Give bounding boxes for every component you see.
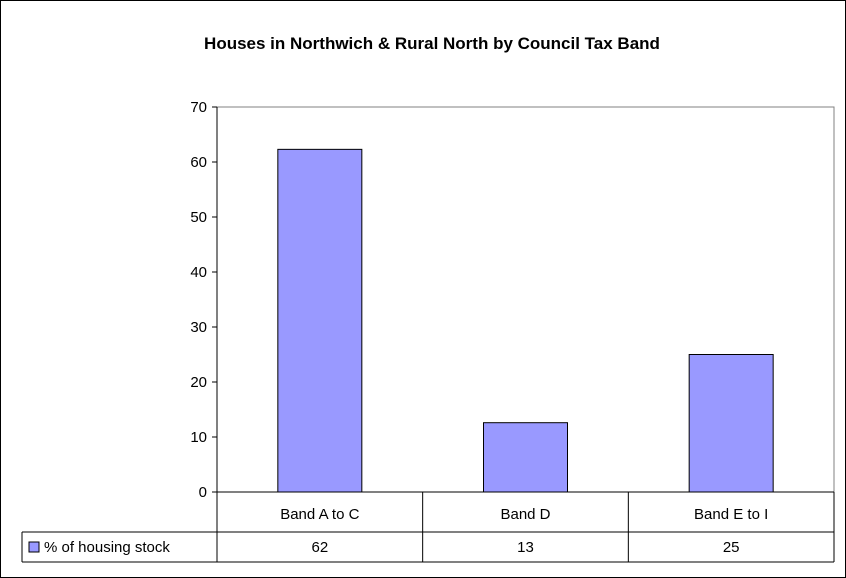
category-label: Band E to I (694, 506, 768, 523)
y-tick-label: 70 (190, 99, 207, 116)
y-tick-label: 60 (190, 154, 207, 171)
category-label: Band D (500, 506, 550, 523)
bar-2 (483, 422, 568, 493)
legend-series-name: % of housing stock (44, 539, 170, 556)
y-tick-label: 10 (190, 429, 207, 446)
bar-1 (277, 148, 363, 493)
data-table: Band A to C Band D Band E to I % of housing… (21, 491, 835, 563)
bar-3 (688, 354, 774, 493)
y-tick-label: 50 (190, 209, 207, 226)
y-tick-label: 20 (190, 374, 207, 391)
value-cell: 62 (311, 539, 328, 556)
y-tick-label: 0 (199, 484, 207, 501)
category-label: Band A to C (280, 506, 359, 523)
value-cell: 13 (517, 539, 534, 556)
y-tick-label: 40 (190, 264, 207, 281)
chart-title: Houses in Northwich & Rural North by Cou… (204, 34, 660, 53)
value-cell: 25 (723, 539, 740, 556)
plot-area: 0 10 20 30 40 50 60 70 (190, 99, 835, 501)
y-tick-label: 30 (190, 319, 207, 336)
legend-swatch (28, 541, 40, 553)
